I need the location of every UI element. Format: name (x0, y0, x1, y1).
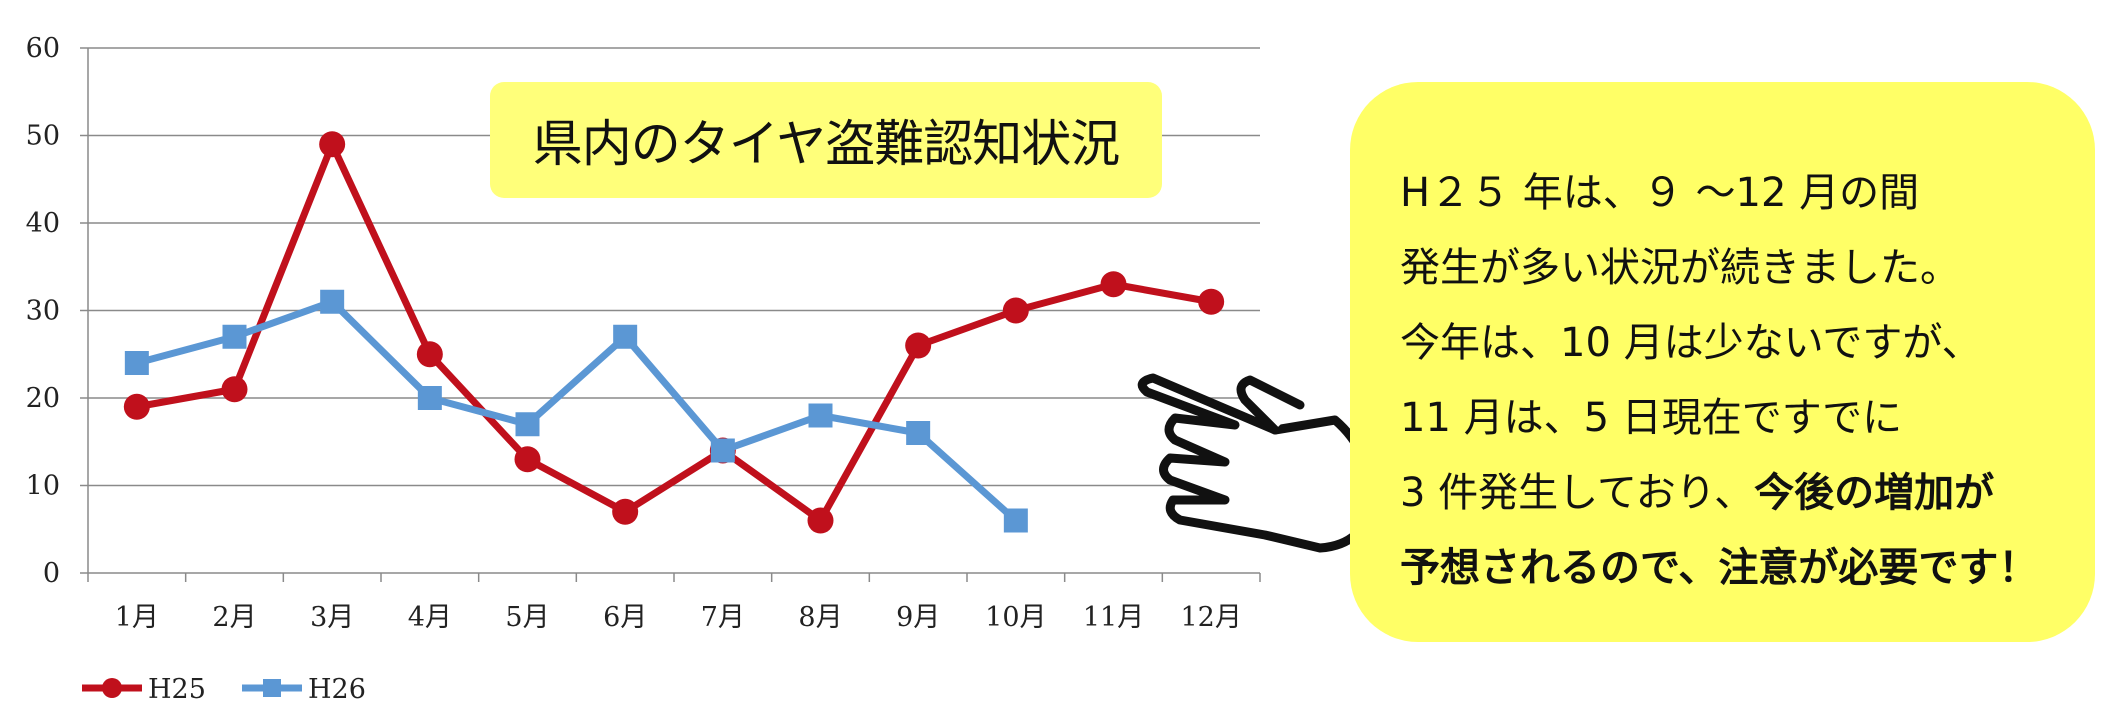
note-line-6: 予想されるので、注意が必要です！ (1400, 545, 2039, 591)
x-tick-label: 5月 (505, 602, 549, 633)
note-box: H２５ 年は、９ ～12 月の間 発生が多い状況が続きました。 今年は、10 月… (1350, 82, 2095, 642)
note-line-2: 発生が多い状況が続きました。 (1400, 245, 1960, 291)
x-tick-label: 10月 (985, 602, 1046, 633)
pointing-hand-icon (1137, 373, 1378, 553)
legend-marker-h26 (263, 679, 281, 697)
data-point-h26 (320, 289, 345, 314)
chart-title-box: 県内のタイヤ盗難認知状況 (490, 82, 1162, 198)
data-point-h25 (221, 376, 248, 403)
x-tick-label: 1月 (115, 602, 159, 633)
x-tick-label: 6月 (603, 602, 647, 633)
x-tick-label: 4月 (408, 602, 452, 633)
series-line-h25 (136, 140, 1212, 524)
data-point-h25 (319, 131, 346, 158)
note-line-5-bold: 今後の増加が (1754, 470, 1995, 516)
note-line-3: 今年は、10 月は少ないですが、 (1400, 320, 1982, 366)
legend-label-h26: H26 (308, 674, 366, 705)
chart-title: 県内のタイヤ盗難認知状況 (532, 115, 1121, 173)
data-point-h25 (514, 446, 541, 473)
y-tick-label: 10 (26, 471, 60, 502)
data-point-h26 (417, 386, 442, 410)
y-tick-label: 40 (26, 208, 60, 239)
data-point-h26 (710, 438, 735, 463)
note-line-5: 3 件発生しており、今後の増加が (1400, 460, 1994, 518)
data-point-h25 (807, 507, 834, 534)
data-point-h25 (905, 332, 932, 359)
data-point-h25 (1100, 271, 1127, 298)
y-tick-label: 0 (43, 558, 60, 589)
x-tick-label: 7月 (701, 602, 745, 633)
legend-label-h25: H25 (148, 674, 206, 705)
data-point-h25 (1002, 297, 1029, 324)
data-point-h26 (613, 324, 638, 349)
x-tick-label: 11月 (1083, 602, 1144, 633)
y-tick-label: 30 (26, 296, 60, 327)
note-line-1: H２５ 年は、９ ～12 月の間 (1400, 170, 1920, 216)
y-tick-label: 60 (26, 33, 60, 64)
x-tick-label: 8月 (798, 602, 842, 633)
data-point-h25 (123, 393, 150, 420)
data-point-h26 (906, 421, 931, 445)
note-line-4: 11 月は、5 日現在ですでに (1400, 395, 1903, 441)
data-point-h26 (124, 351, 149, 375)
data-point-h26 (222, 324, 247, 349)
line-chart: 0 10 20 30 40 50 60 1月 2月 3月 4月 5月 6月 7月 8月 9月 10月 11月 12月… (26, 33, 1261, 705)
note-line-5-normal: 3 件発生しており、 (1400, 470, 1755, 516)
data-point-h26 (515, 412, 540, 437)
data-point-h25 (612, 498, 639, 525)
y-tick-label: 20 (26, 383, 60, 414)
series-line-h26 (135, 298, 1019, 524)
x-tick-label: 12月 (1180, 602, 1241, 633)
x-tick-label: 9月 (896, 602, 940, 633)
data-point-h25 (1198, 288, 1225, 315)
data-point-h25 (416, 341, 443, 368)
y-tick-label: 50 (26, 121, 60, 152)
data-point-h26 (1003, 508, 1028, 533)
x-tick-label: 3月 (310, 602, 354, 633)
data-point-h26 (808, 403, 833, 428)
legend-marker-h25 (102, 678, 122, 698)
x-tick-label: 2月 (212, 602, 256, 633)
